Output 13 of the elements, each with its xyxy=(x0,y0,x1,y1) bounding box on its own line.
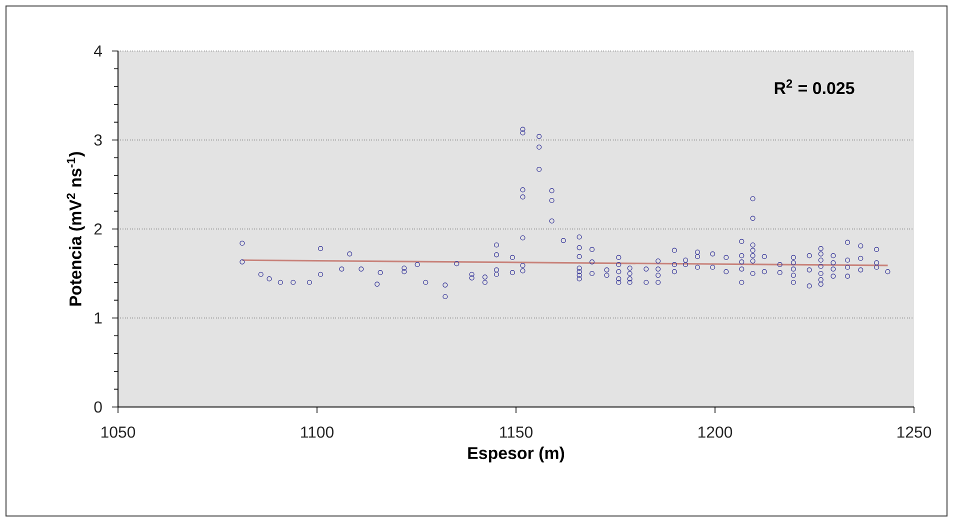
x-axis-title: Espesor (m) xyxy=(468,446,564,462)
x-tick-label: 1250 xyxy=(898,426,932,438)
y-tick-label: 4 xyxy=(94,46,102,56)
y-axis-title: Potencia (mV$^{2}$ ns$^{-1}$) xyxy=(66,152,85,306)
y-tick-label: 3 xyxy=(94,134,102,146)
y-tick-label: 1 xyxy=(94,312,102,324)
x-tick-label: 1100 xyxy=(301,426,334,438)
x-tick-label: 1200 xyxy=(698,426,732,438)
y-tick-label: 0 xyxy=(94,401,102,413)
x-tick-label: 1150 xyxy=(500,426,533,438)
y-tick-label: 2 xyxy=(94,223,102,235)
x-tick-label: 1050 xyxy=(102,426,136,438)
annotation: R$^{2}$ = 0.025 xyxy=(774,79,854,94)
